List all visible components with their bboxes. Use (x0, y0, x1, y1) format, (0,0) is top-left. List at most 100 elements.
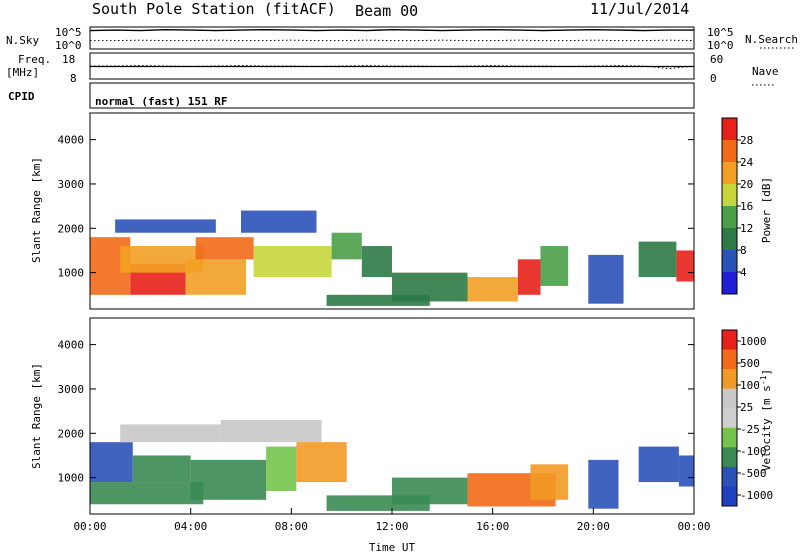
n-sky-bottom-label: 10^0 (55, 39, 82, 52)
beam-label: Beam 00 (355, 2, 418, 20)
velocity-y-axis-label: Slant Range [km] (30, 363, 43, 469)
power-colorbar: 4 8 12 16 20 24 28 (721, 117, 754, 295)
power-data-cells (90, 210, 694, 306)
colorbar-swatch (722, 228, 737, 251)
colorbar-swatch (722, 206, 737, 229)
n-search-top-label: 10^5 (707, 26, 734, 39)
velocity-panel: 1000 2000 3000 4000 00:00 04:00 08:00 12:00 16:… (30, 317, 773, 554)
x-tick-label: 00:00 (677, 520, 710, 533)
freq-unit-label: [MHz] (6, 66, 39, 79)
y-tick-label: 1000 (58, 267, 85, 280)
velocity-y-ticks: 1000 2000 3000 4000 (58, 339, 694, 485)
data-region-11 (392, 272, 468, 302)
cpid-label: CPID (8, 90, 35, 103)
data-region-12 (467, 277, 518, 302)
date-label: 11/Jul/2014 (590, 0, 689, 18)
sky-noise-panel: N.Sky 10^5 10^0 10^5 10^0 N.Search (6, 26, 798, 52)
colorbar-swatch (722, 330, 737, 351)
x-tick-label: 08:00 (275, 520, 308, 533)
data-region-7 (296, 442, 347, 483)
cpid-value: normal (fast) 151 RF (95, 95, 227, 108)
frequency-panel: Freq. [MHz] 18 8 60 0 Nave (6, 52, 779, 86)
y-tick-label: 4000 (58, 134, 85, 147)
colorbar-tick-label: 1000 (740, 335, 767, 348)
freq-top-label: 18 (62, 53, 75, 66)
data-region-16 (638, 241, 677, 278)
nave-top-label: 60 (710, 53, 723, 66)
data-region-13 (638, 446, 679, 483)
colorbar-swatch (722, 162, 737, 185)
cpid-panel: CPID normal (fast) 151 RF (8, 82, 695, 109)
data-region-0 (90, 442, 133, 483)
colorbar-tick-label: 28 (740, 134, 753, 147)
x-tick-label: 00:00 (73, 520, 106, 533)
data-region-4 (185, 259, 247, 295)
data-region-2 (132, 455, 191, 483)
x-tick-label: 20:00 (577, 520, 610, 533)
nave-bottom-label: 0 (710, 72, 717, 85)
n-search-bottom-label: 10^0 (707, 39, 734, 52)
x-tick-label: 04:00 (174, 520, 207, 533)
y-tick-label: 4000 (58, 339, 85, 352)
colorbar-swatch (722, 369, 737, 390)
colorbar-swatch (722, 408, 737, 429)
power-y-axis-label: Slant Range [km] (30, 157, 43, 263)
velocity-data-cells (90, 419, 694, 511)
time-axis-label: Time UT (369, 541, 416, 554)
velocity-colorbar-label: Velocity [m s-1] (759, 369, 773, 471)
n-sky-top-label: 10^5 (55, 26, 82, 39)
nave-label: Nave (752, 65, 779, 78)
colorbar-tick-label: 12 (740, 222, 753, 235)
data-region-6 (266, 446, 297, 491)
colorbar-tick-label: -100 (740, 445, 767, 458)
figure-header: South Pole Station (fitACF) Beam 00 11/J… (92, 0, 689, 20)
y-tick-label: 1000 (58, 472, 85, 485)
freq-bottom-label: 8 (70, 72, 77, 85)
power-panel: 1000 2000 3000 4000 Slant Range [km] 4 8 12 16… (30, 112, 773, 310)
data-region-14 (678, 455, 694, 487)
data-region-4 (220, 419, 322, 443)
colorbar-swatch (722, 427, 737, 448)
colorbar-tick-label: 500 (740, 357, 760, 370)
velocity-x-ticks: 00:00 04:00 08:00 12:00 16:00 20:00 00:00 (73, 508, 711, 533)
colorbar-swatch (722, 466, 737, 487)
colorbar-tick-label: 20 (740, 178, 753, 191)
colorbar-swatch (722, 140, 737, 163)
data-region-3 (115, 219, 216, 233)
colorbar-tick-label: -25 (740, 423, 760, 436)
colorbar-tick-label: 16 (740, 200, 753, 213)
data-region-7 (253, 246, 332, 278)
data-region-14 (540, 246, 569, 286)
colorbar-swatch (722, 184, 737, 207)
data-region-10 (361, 246, 392, 278)
y-tick-label: 2000 (58, 222, 85, 235)
y-tick-label: 3000 (58, 178, 85, 191)
colorbar-swatch (722, 349, 737, 370)
colorbar-swatch (722, 388, 737, 409)
y-tick-label: 3000 (58, 383, 85, 396)
colorbar-swatch (722, 272, 737, 295)
power-colorbar-label: Power [dB] (760, 177, 773, 243)
data-region-3 (120, 424, 221, 443)
data-region-6 (241, 210, 317, 233)
data-region-17 (676, 250, 694, 282)
nave-series (90, 65, 695, 70)
data-region-15 (588, 254, 624, 304)
data-region-11 (530, 464, 569, 500)
colorbar-tick-label: 100 (740, 379, 760, 392)
colorbar-swatch (722, 250, 737, 273)
data-region-8 (331, 232, 362, 260)
station-title: South Pole Station (fitACF) (92, 0, 336, 18)
power-y-ticks: 1000 2000 3000 4000 (58, 134, 694, 280)
colorbar-swatch (722, 486, 737, 507)
sky-noise-frame (89, 26, 695, 50)
data-region-9 (326, 294, 430, 306)
colorbar-tick-label: 8 (740, 244, 747, 257)
cpid-frame (89, 82, 695, 109)
data-region-5 (195, 237, 254, 260)
x-tick-label: 16:00 (476, 520, 509, 533)
data-region-1 (90, 482, 204, 505)
data-region-9 (392, 477, 468, 505)
colorbar-frame (721, 329, 738, 507)
